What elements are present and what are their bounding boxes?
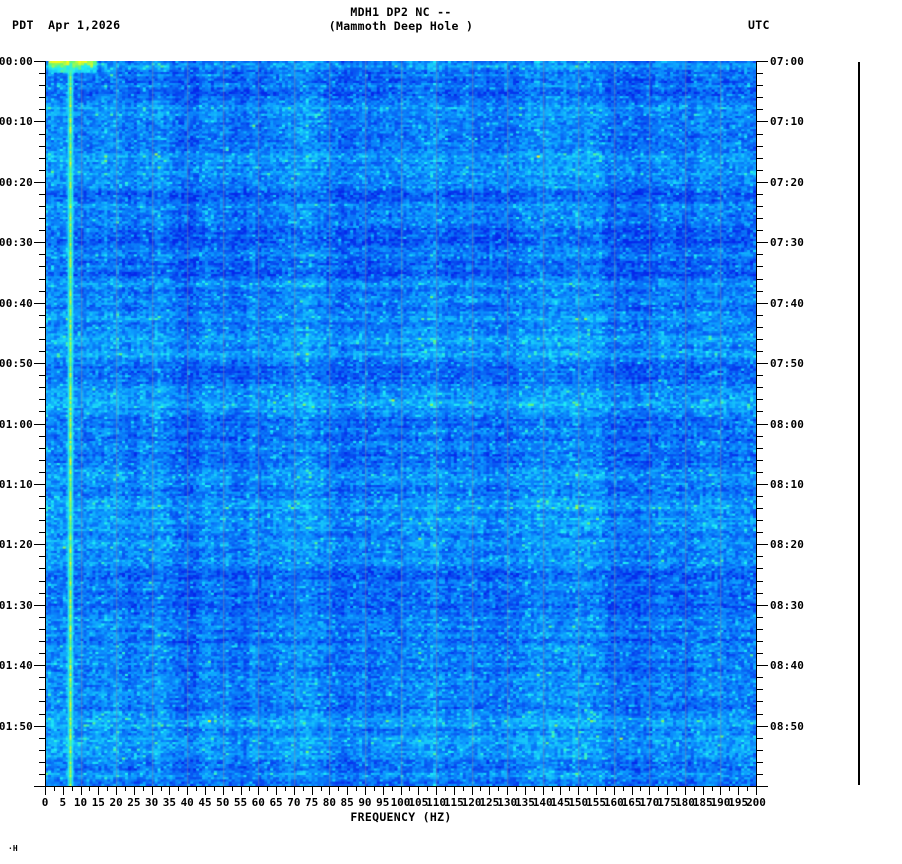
frequency-tick-label: 160 (603, 796, 624, 809)
header-local-timezone-and-date: PDT Apr 1,2026 (12, 18, 120, 32)
frequency-tick-label: 100 (390, 796, 411, 809)
frequency-tick-label: 95 (376, 796, 390, 809)
left-time-axis-labels: 00:00 00:10 00:20 00:30 00:40 00:50 01:00 01:10… (0, 0, 33, 864)
left-time-tick-label: 00:40 (0, 296, 33, 310)
frequency-tick-label: 180 (674, 796, 695, 809)
left-time-tick-label: 01:20 (0, 538, 33, 552)
frequency-tick-label: 70 (287, 796, 301, 809)
frequency-tick-label: 145 (550, 796, 571, 809)
spectrogram-canvas[interactable] (45, 61, 756, 786)
colorbar-frame-rule (858, 62, 860, 785)
plot-title-station-name-text: (Mammoth Deep Hole ) (328, 19, 474, 33)
right-time-tick-label: 07:50 (770, 357, 805, 371)
frequency-tick-label: 20 (109, 796, 123, 809)
frequency-tick-label: 50 (216, 796, 230, 809)
frequency-axis-labels: 0 5 10 15 20 25 30 35 40 45 50 55 60 65 70 75 80 85 90 95 10… (0, 796, 902, 810)
frequency-tick-label: 10 (73, 796, 88, 809)
left-time-tick-label: 01:10 (0, 477, 33, 491)
frequency-tick-label: 90 (358, 796, 372, 809)
frequency-tick-label: 135 (514, 796, 535, 809)
left-time-tick-label: 00:10 (0, 115, 33, 129)
frequency-tick-label: 25 (127, 796, 141, 809)
left-time-tick-label: 00:30 (0, 236, 33, 250)
left-time-tick-label: 01:00 (0, 417, 33, 431)
frequency-tick-label: 0 (41, 796, 49, 809)
frequency-tick-label: 75 (305, 796, 319, 809)
frequency-tick-label: 15 (91, 796, 105, 809)
header-band: PDT Apr 1,2026 MDH1 DP2 NC -- (Mammoth D… (0, 0, 902, 46)
left-time-tick-label: 00:20 (0, 175, 33, 189)
right-time-tick-label: 08:50 (770, 719, 805, 733)
frequency-tick-label: 165 (621, 796, 642, 809)
frequency-tick-label: 30 (145, 796, 159, 809)
frequency-tick-label: 155 (586, 796, 606, 809)
frequency-tick-label: 80 (322, 796, 337, 809)
right-time-tick-label: 07:40 (770, 296, 805, 310)
frequency-tick-label: 110 (426, 796, 446, 809)
header-date: Apr 1,2026 (48, 18, 121, 32)
frequency-tick-label: 200 (746, 796, 766, 809)
header-timezone-right: UTC (748, 18, 770, 32)
x-axis-title-text: FREQUENCY (HZ) (350, 810, 452, 824)
header-timezone-left: PDT (12, 18, 34, 32)
right-time-tick-label: 07:10 (770, 115, 805, 129)
plot-title-station-name: (Mammoth Deep Hole ) (0, 19, 902, 33)
frequency-tick-label: 115 (443, 796, 464, 809)
frequency-tick-label: 105 (408, 796, 429, 809)
right-time-tick-label: 08:20 (770, 538, 805, 552)
left-time-tick-label: 00:00 (0, 55, 33, 68)
frequency-axis-ticks (45, 786, 757, 795)
frequency-tick-label: 190 (710, 796, 731, 809)
right-time-tick-label: 08:00 (770, 417, 805, 431)
left-time-tick-label: 00:50 (0, 357, 33, 371)
frequency-tick-label: 65 (269, 796, 283, 809)
right-time-tick-label: 08:40 (770, 659, 805, 673)
frequency-tick-label: 45 (198, 796, 212, 809)
frequency-tick-label: 35 (162, 796, 177, 809)
right-time-axis-ticks (756, 61, 768, 787)
frequency-tick-label: 175 (657, 796, 678, 809)
frequency-tick-label: 5 (59, 796, 67, 809)
frequency-tick-label: 125 (479, 796, 500, 809)
plot-title-station-text: MDH1 DP2 NC -- (350, 5, 452, 19)
right-time-tick-label: 08:10 (770, 477, 805, 491)
right-time-tick-label: 08:30 (770, 598, 805, 612)
frequency-tick-label: 55 (233, 796, 248, 809)
left-time-axis-ticks (34, 61, 46, 787)
frequency-tick-label: 120 (461, 796, 482, 809)
frequency-tick-label: 140 (532, 796, 553, 809)
plot-title-station: MDH1 DP2 NC -- (0, 5, 902, 19)
frequency-tick-label: 195 (728, 796, 749, 809)
right-time-tick-label: 07:20 (770, 175, 805, 189)
frequency-tick-label: 60 (251, 796, 265, 809)
frequency-tick-label: 185 (692, 796, 713, 809)
right-time-axis-labels: 07:00 07:10 07:20 07:30 07:40 07:50 08:00 08:10… (770, 0, 840, 864)
left-time-tick-label: 01:30 (0, 598, 33, 612)
x-axis-title: FREQUENCY (HZ) (0, 810, 902, 824)
corner-mark: ⋅H (8, 844, 18, 853)
left-time-tick-label: 01:50 (0, 719, 33, 733)
frequency-tick-label: 150 (568, 796, 589, 809)
frequency-tick-label: 40 (180, 796, 194, 809)
left-time-tick-label: 01:40 (0, 659, 33, 673)
right-time-tick-label: 07:30 (770, 236, 805, 250)
frequency-tick-label: 130 (497, 796, 518, 809)
right-time-tick-label: 07:00 (770, 55, 805, 68)
frequency-tick-label: 85 (340, 796, 354, 809)
frequency-tick-label: 170 (639, 796, 660, 809)
spectrogram-plot[interactable] (45, 61, 756, 786)
